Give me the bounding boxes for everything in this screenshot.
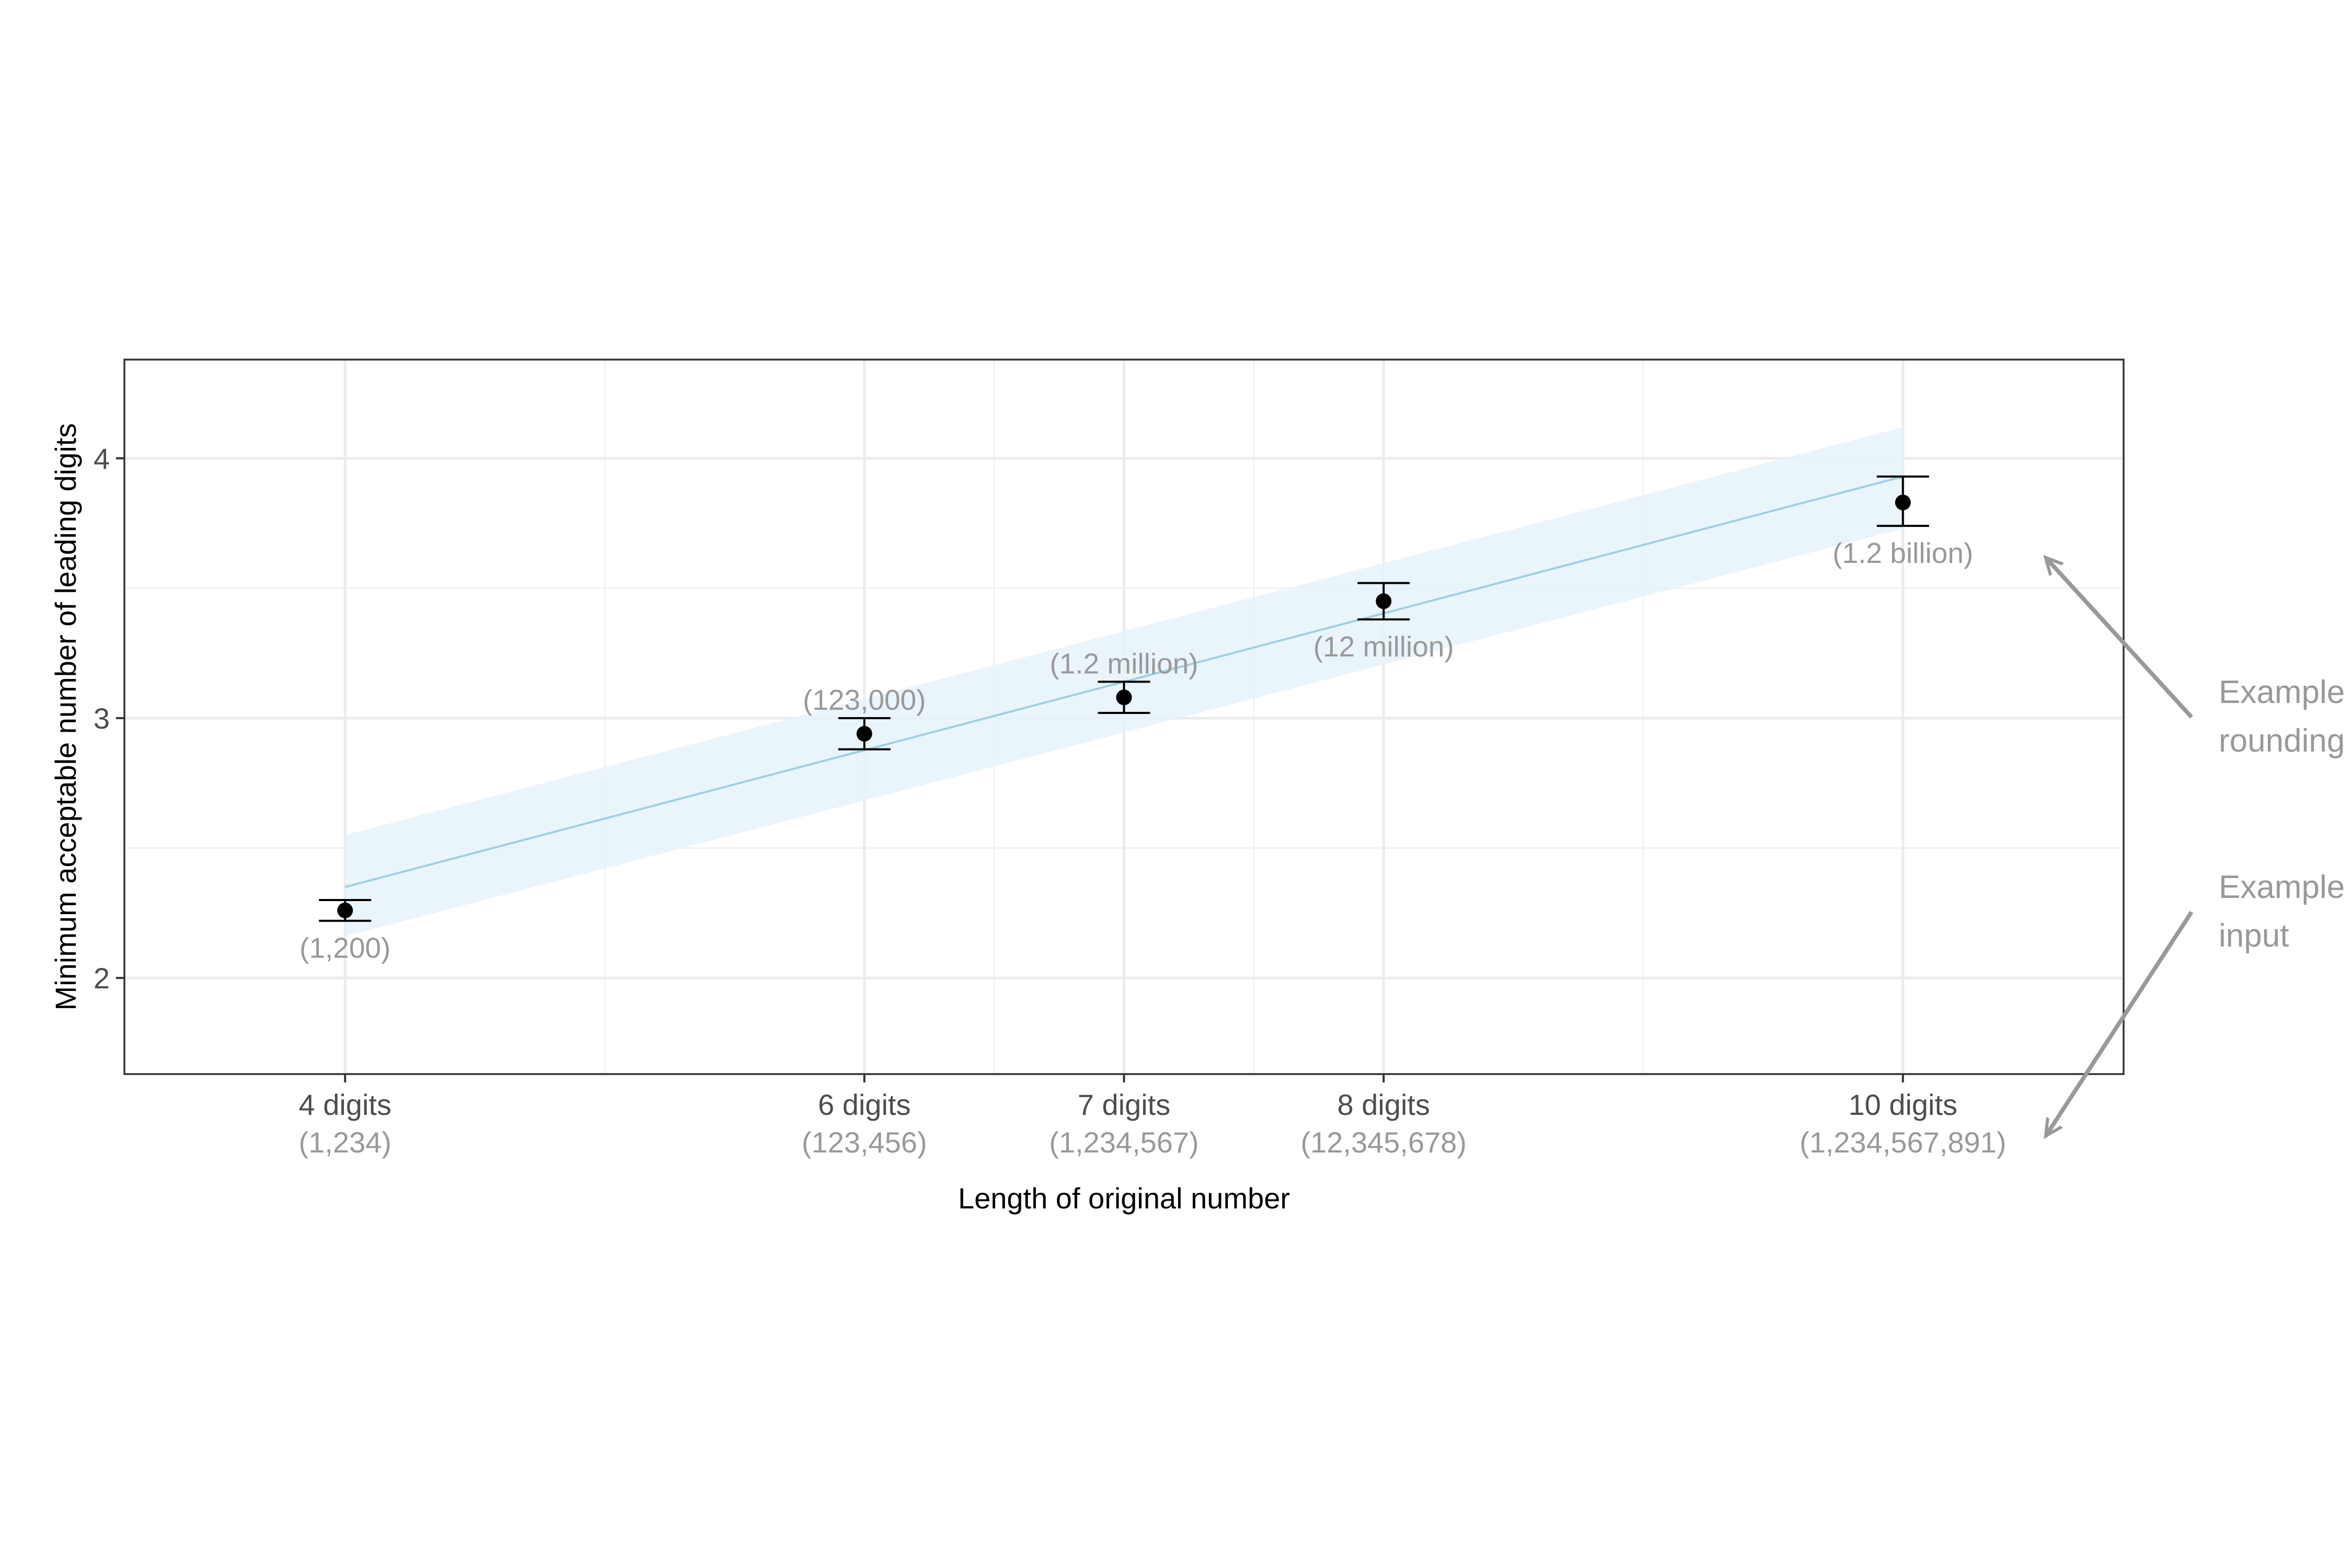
- x-tick-label: 6 digits: [818, 1088, 910, 1121]
- annotation-text: Example: [2219, 674, 2345, 710]
- x-tick-label: 8 digits: [1338, 1088, 1430, 1121]
- y-tick-label: 4: [94, 442, 110, 475]
- data-point: [337, 902, 353, 918]
- point-label: (123,000): [803, 684, 926, 716]
- annotation-text: Example: [2219, 869, 2345, 905]
- point-label: (1.2 million): [1050, 647, 1198, 679]
- axis-ticks-layer: 4 digits (1,234) 6 digits (123,456) 7 digits…: [94, 442, 2007, 1159]
- x-tick-label: 7 digits: [1078, 1088, 1170, 1121]
- x-tick-label: 4 digits: [299, 1088, 391, 1121]
- point-labels-layer: (1,200) (123,000) (1.2 million) (12 million…: [299, 537, 1973, 964]
- annotation-text: input: [2219, 918, 2289, 954]
- y-tick-label: 2: [94, 962, 110, 995]
- y-axis-title: Minimum acceptable number of leading dig…: [49, 423, 82, 1011]
- y-tick-label: 3: [94, 702, 110, 735]
- x-tick-sublabel: (123,456): [802, 1126, 927, 1159]
- annotation-arrow-input: [2046, 910, 2194, 1135]
- data-point: [856, 725, 872, 742]
- point-label: (1.2 billion): [1832, 537, 1973, 569]
- data-point: [1895, 494, 1911, 511]
- point-label: (1,200): [299, 932, 390, 964]
- x-tick-label: 10 digits: [1848, 1088, 1957, 1121]
- point-label: (12 million): [1313, 630, 1454, 663]
- annotation-arrow-rounding: [2046, 558, 2193, 719]
- annotation-text: rounding: [2219, 723, 2345, 759]
- data-points-layer: [319, 475, 1929, 922]
- x-axis-title: Length of original number: [958, 1182, 1290, 1215]
- annotation-layer: Example rounding Example input: [2046, 558, 2345, 1135]
- x-tick-sublabel: (1,234,567,891): [1800, 1126, 2006, 1159]
- data-point: [1376, 593, 1392, 609]
- data-point: [1116, 689, 1132, 706]
- x-tick-sublabel: (12,345,678): [1300, 1126, 1467, 1159]
- x-tick-sublabel: (1,234): [299, 1126, 391, 1159]
- x-tick-sublabel: (1,234,567): [1049, 1126, 1198, 1159]
